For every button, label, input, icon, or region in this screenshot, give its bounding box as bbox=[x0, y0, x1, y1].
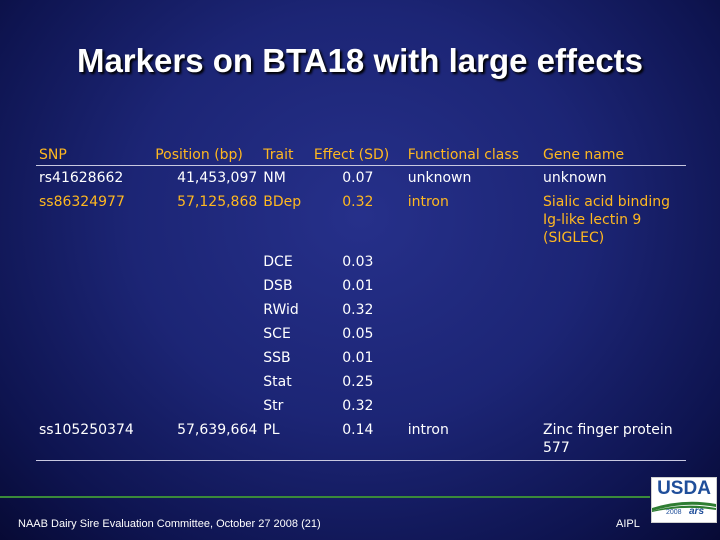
table-row: rs41628662 41,453,097 NM 0.07 unknown un… bbox=[36, 166, 686, 191]
cell-gene: unknown bbox=[543, 170, 607, 186]
usda-ars-logo: USDA 2008 ars bbox=[651, 477, 717, 523]
cell-position: 57,125,868 bbox=[177, 194, 258, 210]
cell-snp bbox=[36, 394, 152, 418]
cell-trait: PL bbox=[260, 418, 311, 461]
cell-snp: ss105250374 bbox=[36, 418, 153, 461]
cell-snp bbox=[36, 346, 152, 370]
cell-class bbox=[405, 346, 540, 370]
cell-position bbox=[152, 346, 260, 370]
cell-gene bbox=[540, 250, 686, 274]
table-row: RWid 0.32 bbox=[36, 298, 686, 322]
cell-snp bbox=[36, 274, 152, 298]
cell-snp bbox=[36, 370, 152, 394]
cell-gene: Zinc finger protein 577 bbox=[540, 418, 686, 461]
header-effect: Effect (SD) bbox=[310, 146, 405, 166]
cell-position: 41,453,097 bbox=[177, 170, 258, 186]
cell-gene bbox=[540, 346, 686, 370]
cell-trait: Stat bbox=[263, 374, 292, 390]
cell-snp: rs41628662 bbox=[39, 170, 124, 186]
ars-logo: ars bbox=[689, 506, 705, 517]
cell-position bbox=[152, 274, 260, 298]
cell-class: intron bbox=[404, 418, 540, 461]
table-row: ss86324977 57,125,868 BDep 0.32 intron S… bbox=[36, 190, 686, 250]
table-row: SSB 0.01 bbox=[36, 346, 686, 370]
cell-gene bbox=[540, 274, 686, 298]
cell-class: unknown bbox=[407, 170, 472, 186]
cell-effect: 0.05 bbox=[342, 326, 374, 342]
cell-trait: SSB bbox=[263, 350, 291, 366]
cell-trait: NM bbox=[263, 170, 286, 186]
cell-gene bbox=[540, 322, 686, 346]
cell-class bbox=[405, 322, 540, 346]
cell-position bbox=[152, 250, 260, 274]
cell-class: intron bbox=[407, 194, 449, 210]
cell-position bbox=[152, 394, 260, 418]
cell-class bbox=[405, 394, 540, 418]
table-header-row: SNP Position (bp) Trait Effect (SD) Func… bbox=[36, 146, 686, 166]
cell-class bbox=[405, 370, 540, 394]
usda-logo-text: USDA bbox=[657, 478, 711, 499]
cell-effect: 0.14 bbox=[310, 418, 405, 461]
cell-gene bbox=[540, 298, 686, 322]
cell-effect: 0.32 bbox=[342, 398, 374, 414]
cell-snp bbox=[36, 250, 152, 274]
cell-effect: 0.32 bbox=[342, 302, 374, 318]
cell-trait: SCE bbox=[263, 326, 291, 342]
footer-caption: NAAB Dairy Sire Evaluation Committee, Oc… bbox=[18, 518, 321, 530]
table-row: ss105250374 57,639,664 PL 0.14 intron Zi… bbox=[36, 418, 686, 461]
cell-position bbox=[152, 322, 260, 346]
cell-trait: RWid bbox=[263, 302, 299, 318]
slide-title: Markers on BTA18 with large effects bbox=[76, 42, 644, 79]
cell-trait: DSB bbox=[263, 278, 293, 294]
cell-effect: 0.03 bbox=[342, 254, 374, 270]
table-row: DSB 0.01 bbox=[36, 274, 686, 298]
usda-field-icon bbox=[652, 501, 716, 512]
cell-trait: Str bbox=[263, 398, 284, 414]
cell-position bbox=[152, 370, 260, 394]
header-functional-class: Functional class bbox=[404, 146, 540, 166]
cell-snp bbox=[36, 298, 152, 322]
header-position: Position (bp) bbox=[152, 146, 261, 166]
cell-effect: 0.32 bbox=[342, 194, 374, 210]
cell-snp: ss86324977 bbox=[39, 194, 125, 210]
cell-class bbox=[405, 274, 540, 298]
cell-effect: 0.01 bbox=[342, 350, 374, 366]
cell-position bbox=[152, 298, 260, 322]
header-trait: Trait bbox=[260, 146, 311, 166]
table-row: SCE 0.05 bbox=[36, 322, 686, 346]
cell-gene bbox=[540, 394, 686, 418]
marker-table: SNP Position (bp) Trait Effect (SD) Func… bbox=[36, 146, 686, 461]
header-gene-name: Gene name bbox=[540, 146, 686, 166]
footer-org: AIPL bbox=[616, 518, 640, 530]
cell-effect: 0.07 bbox=[342, 170, 374, 186]
table-row: Str 0.32 bbox=[36, 394, 686, 418]
footer-divider bbox=[0, 496, 650, 498]
cell-class bbox=[405, 250, 540, 274]
cell-trait: DCE bbox=[263, 254, 293, 270]
cell-trait: BDep bbox=[263, 194, 302, 210]
table-row: DCE 0.03 bbox=[36, 250, 686, 274]
table-row: Stat 0.25 bbox=[36, 370, 686, 394]
cell-position: 57,639,664 bbox=[152, 418, 261, 461]
logo-year: 2008 bbox=[666, 509, 682, 516]
cell-snp bbox=[36, 322, 152, 346]
cell-effect: 0.25 bbox=[342, 374, 374, 390]
cell-effect: 0.01 bbox=[342, 278, 374, 294]
cell-gene: Sialic acid binding Ig-like lectin 9 (SI… bbox=[543, 194, 670, 246]
header-snp: SNP bbox=[36, 146, 153, 166]
cell-gene bbox=[540, 370, 686, 394]
cell-class bbox=[405, 298, 540, 322]
